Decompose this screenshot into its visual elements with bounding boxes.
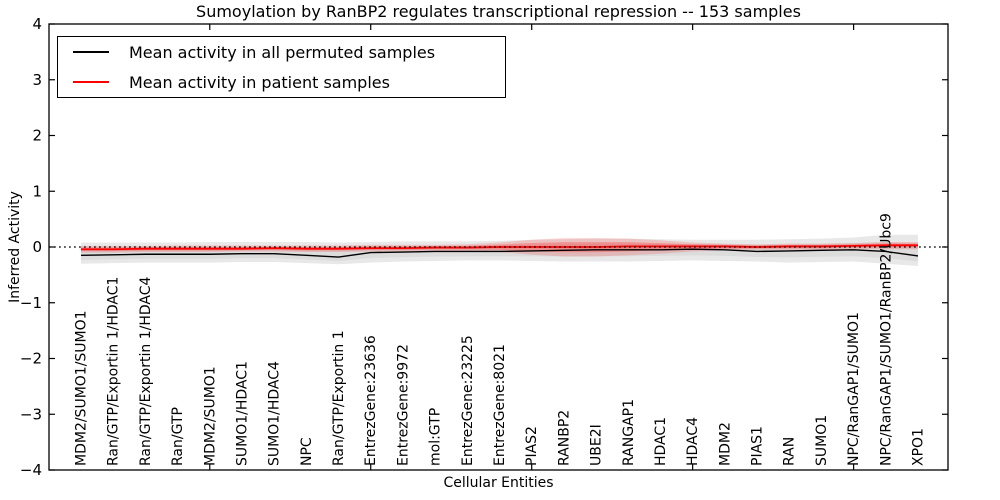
x-axis-title: Cellular Entities bbox=[443, 475, 554, 491]
band-permuted-samples-range bbox=[81, 234, 918, 266]
legend-label-permuted: Mean activity in all permuted samples bbox=[129, 42, 436, 62]
x-tick-label: EntrezGene:8021 bbox=[492, 344, 508, 466]
y-tick-label: −4 bbox=[20, 461, 42, 479]
chart-title: Sumoylation by RanBP2 regulates transcri… bbox=[196, 2, 801, 21]
x-tick-label: EntrezGene:9972 bbox=[395, 344, 411, 466]
legend-item-permuted: Mean activity in all permuted samples bbox=[58, 37, 505, 67]
x-tick-label: NPC bbox=[299, 437, 315, 466]
y-tick-label: −3 bbox=[20, 405, 42, 423]
y-axis-title-text: Inferred Activity bbox=[7, 191, 23, 303]
legend-line-swatch-black bbox=[73, 51, 109, 53]
x-tick-label: Ran/GTP/Exportin 1/HDAC1 bbox=[106, 277, 122, 466]
x-tick-label: PIAS2 bbox=[524, 426, 540, 466]
x-tick-label: MDM2/SUMO1/SUMO1 bbox=[73, 310, 89, 466]
x-tick-label: Ran/GTP bbox=[170, 407, 186, 466]
y-tick-label: 3 bbox=[32, 71, 42, 89]
y-tick-label: −1 bbox=[20, 294, 42, 312]
series-line-permuted bbox=[80, 248, 919, 258]
x-tick-label: NPC/RanGAP1/SUMO1/RanBP2/Ubc9 bbox=[878, 213, 894, 466]
y-tick-label: 0 bbox=[32, 238, 42, 256]
x-tick-label: RANBP2 bbox=[556, 410, 572, 466]
x-tick-label: RAN bbox=[782, 437, 798, 466]
x-tick-label: NPC/RanGAP1/SUMO1 bbox=[846, 312, 862, 466]
y-tick-label: 4 bbox=[32, 15, 42, 33]
y-tick-label: −2 bbox=[20, 350, 42, 368]
x-tick-label: SUMO1/HDAC4 bbox=[267, 361, 283, 466]
x-tick-label: PIAS1 bbox=[750, 426, 766, 466]
x-tick-label: EntrezGene:23636 bbox=[363, 335, 379, 466]
x-tick-label: XPO1 bbox=[910, 428, 926, 466]
x-tick-label: MDM2/SUMO1 bbox=[202, 366, 218, 466]
x-tick-label: EntrezGene:23225 bbox=[460, 335, 476, 466]
y-tick-label: 1 bbox=[32, 182, 42, 200]
legend-label-patient: Mean activity in patient samples bbox=[129, 72, 390, 92]
x-tick-label: MDM2 bbox=[717, 422, 733, 466]
x-tick-label: HDAC4 bbox=[685, 417, 701, 466]
x-tick-label: SUMO1 bbox=[814, 415, 830, 466]
legend-line-swatch-red bbox=[73, 81, 109, 83]
y-tick-label: 2 bbox=[32, 127, 42, 145]
x-tick-label: UBE2I bbox=[589, 424, 605, 466]
x-tick-label: RANGAP1 bbox=[621, 399, 637, 466]
x-tick-label: Ran/GTP/Exportin 1/HDAC4 bbox=[138, 277, 154, 466]
legend: Mean activity in all permuted samples Me… bbox=[57, 36, 506, 98]
x-tick-label: HDAC1 bbox=[653, 417, 669, 466]
x-tick-label: Ran/GTP/Exportin 1 bbox=[331, 330, 347, 466]
x-tick-label: mol:GTP bbox=[428, 408, 444, 466]
x-tick-label: SUMO1/HDAC1 bbox=[234, 361, 250, 466]
legend-item-patient: Mean activity in patient samples bbox=[58, 67, 505, 97]
